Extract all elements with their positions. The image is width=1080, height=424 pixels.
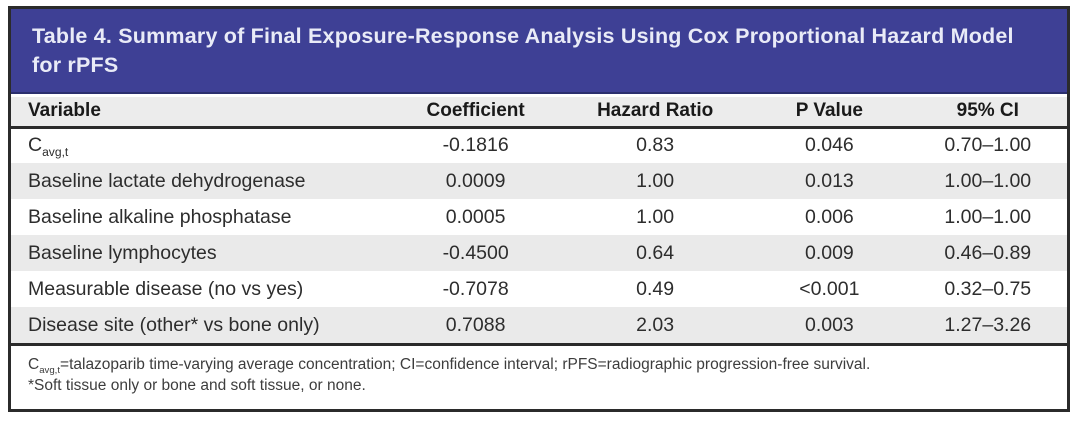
table-row: Measurable disease (no vs yes) -0.7078 0.4… <box>11 271 1067 307</box>
coefficient-cell: -0.1816 <box>442 134 509 157</box>
ci-95-cell: 0.46–0.89 <box>908 235 1067 271</box>
column-header-hazard-ratio: Hazard Ratio <box>560 97 751 129</box>
ci-95-cell: 0.32–0.75 <box>944 277 1032 300</box>
footnote-asterisk: *Soft tissue only or bone and soft tissu… <box>28 377 366 394</box>
coefficient-cell: 0.0009 <box>391 163 561 199</box>
hazard-ratio-cell: 0.83 <box>636 134 675 157</box>
table-header: Variable Coefficient Hazard Ratio P Valu… <box>11 97 1067 129</box>
coefficient-cell: -0.4500 <box>391 235 561 271</box>
footnotes: Cavg,t=talazoparib time-varying average … <box>11 343 1067 396</box>
p-value-cell: <0.001 <box>799 277 860 300</box>
p-value-cell: 0.046 <box>804 134 854 157</box>
ci-95-cell: 0.70–1.00 <box>944 134 1032 157</box>
variable-cell: Baseline lymphocytes <box>11 235 392 271</box>
p-value-cell: 0.013 <box>750 163 909 199</box>
hazard-ratio-cell: 1.00 <box>636 205 675 228</box>
p-value-cell: 0.009 <box>750 235 909 271</box>
ci-95-cell: 1.27–3.26 <box>908 307 1067 343</box>
coefficient-cell: -0.7078 <box>442 277 509 300</box>
column-header-p-value: P Value <box>750 97 909 129</box>
variable-cell: Baseline lactate dehydrogenase <box>11 163 392 199</box>
table-row: Baseline lymphocytes -0.4500 0.64 0.009 0.46… <box>11 235 1067 271</box>
table-body: Cavg,t -0.1816 0.83 0.046 0.70–1.00 Baseline … <box>11 127 1067 343</box>
footnote-abbreviations: Cavg,t=talazoparib time-varying average … <box>28 356 871 377</box>
table-title: Table 4. Summary of Final Exposure-Respo… <box>11 9 1067 94</box>
table-row: Cavg,t -0.1816 0.83 0.046 0.70–1.00 <box>11 127 1067 163</box>
variable-cell: Disease site (other* vs bone only) <box>11 307 392 343</box>
hazard-ratio-cell: 0.64 <box>560 235 751 271</box>
variable-subscript: avg,t <box>42 145 69 160</box>
p-value-cell: 0.006 <box>804 205 854 228</box>
table-figure: Table 4. Summary of Final Exposure-Respo… <box>8 6 1070 412</box>
ci-95-cell: 1.00–1.00 <box>944 205 1032 228</box>
table-row: Baseline lactate dehydrogenase 0.0009 1.00… <box>11 163 1067 199</box>
column-header-coefficient: Coefficient <box>391 97 561 129</box>
header-row: Variable Coefficient Hazard Ratio P Valu… <box>11 97 1067 129</box>
table-row: Baseline alkaline phosphatase 0.0005 1.00 0… <box>11 199 1067 235</box>
hazard-ratio-cell: 2.03 <box>560 307 751 343</box>
variable-cell: Baseline alkaline phosphatase <box>28 205 292 228</box>
hazard-ratio-cell: 0.49 <box>636 277 675 300</box>
variable-cell: Measurable disease (no vs yes) <box>28 277 304 300</box>
coefficient-cell: 0.7088 <box>391 307 561 343</box>
hazard-ratio-cell: 1.00 <box>560 163 751 199</box>
coefficient-cell: 0.0005 <box>445 205 506 228</box>
exposure-response-table: Variable Coefficient Hazard Ratio P Valu… <box>11 97 1067 343</box>
column-header-variable: Variable <box>11 97 392 129</box>
column-header-95-ci: 95% CI <box>908 97 1067 129</box>
ci-95-cell: 1.00–1.00 <box>908 163 1067 199</box>
variable-cell: Cavg,t <box>28 134 69 160</box>
table-row: Disease site (other* vs bone only) 0.7088… <box>11 307 1067 343</box>
p-value-cell: 0.003 <box>750 307 909 343</box>
